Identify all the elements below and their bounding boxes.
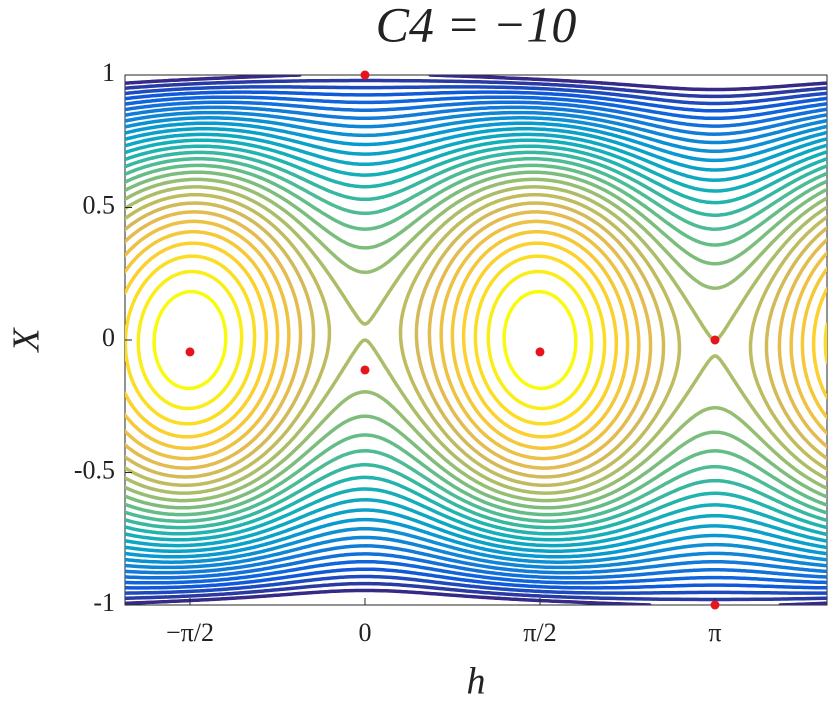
contour-line <box>125 157 827 523</box>
critical-point <box>710 600 720 610</box>
contour-line <box>125 201 827 479</box>
contour-line <box>125 85 827 595</box>
contour-line <box>125 163 827 517</box>
contour-line <box>125 185 827 495</box>
contour-line <box>125 100 827 580</box>
x-tick-label: −π/2 <box>166 618 214 647</box>
x-axis-label: h <box>467 661 486 703</box>
contour-line <box>125 110 827 570</box>
contour-line <box>125 78 827 602</box>
contour-line <box>125 90 827 590</box>
contour-line <box>125 229 827 451</box>
contour-line <box>125 150 827 530</box>
contour-line <box>125 170 827 510</box>
contour-line <box>125 254 827 426</box>
contour-line <box>125 127 827 553</box>
x-tick-label: π <box>708 618 721 647</box>
y-tick-label: 0.5 <box>83 190 116 219</box>
contour-line <box>125 210 827 470</box>
contour-line <box>125 219 827 461</box>
contour-line <box>125 192 827 488</box>
contour-line <box>125 241 827 439</box>
x-tick-label: π/2 <box>523 618 556 647</box>
critical-point <box>535 347 545 357</box>
contour-group <box>125 75 827 605</box>
y-tick-label: 0 <box>102 323 115 352</box>
contour-line <box>125 95 827 585</box>
chart-title: C4 = −10 <box>376 0 577 52</box>
y-tick-label: -1 <box>93 588 115 617</box>
contour-line <box>125 121 827 559</box>
contour-line <box>125 116 827 564</box>
contour-line <box>125 75 827 605</box>
contour-line <box>125 138 827 542</box>
contour-line <box>125 144 827 536</box>
critical-point <box>360 70 370 80</box>
y-axis-label: X <box>6 327 48 354</box>
critical-point <box>360 365 370 375</box>
critical-point <box>710 335 720 345</box>
x-tick-label: 0 <box>358 618 371 647</box>
contour-line <box>125 105 827 575</box>
contour-line <box>125 132 827 548</box>
y-tick-label: -0.5 <box>74 455 115 484</box>
contour-line <box>136 269 594 411</box>
contour-line <box>152 289 578 391</box>
critical-point <box>185 347 195 357</box>
y-tick-label: 1 <box>102 58 115 87</box>
contour-line <box>125 177 827 503</box>
